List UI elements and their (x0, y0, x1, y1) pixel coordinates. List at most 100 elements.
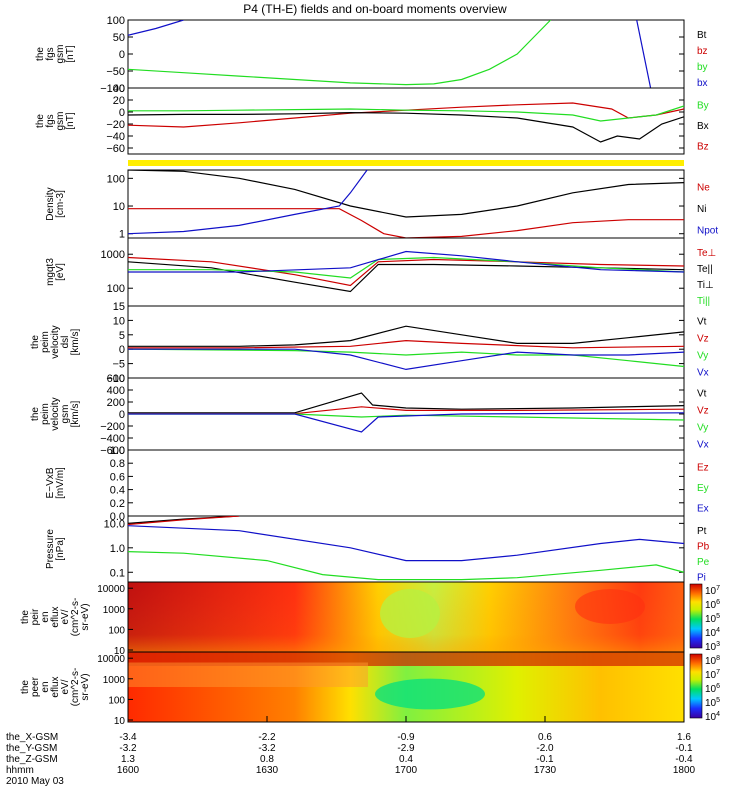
axis-row-label-the_Y-GSM: the_Y-GSM (6, 743, 57, 754)
panel-1-y-tick-label: 100 (107, 15, 125, 27)
panel-10-colorbar-label: 104 (705, 711, 720, 723)
panel-10-ylabel-line: eflux (50, 676, 61, 697)
axis-row-value-the_Z-GSM: 0.4 (399, 754, 413, 765)
axis-row-value-the_Z-GSM: 0.8 (260, 754, 274, 765)
panel-3-y-tick-label: 1 (119, 229, 125, 241)
axis-row-value-the_X-GSM: 0.6 (538, 732, 552, 743)
panel-1-y-tick-label: −50 (106, 66, 125, 78)
panel-7-legend-2: Ex (697, 504, 709, 515)
panel-5-legend-1: Vz (697, 334, 709, 345)
panel-2-y-tick-label: −40 (106, 131, 125, 143)
panel-7-ylabel-line: E−VxB (45, 467, 56, 498)
panel-9-ylabel-line: (cm^2-s- (70, 598, 81, 637)
panel-8-frame (127, 515, 685, 583)
panel-10-colorbar-label: 107 (705, 669, 720, 681)
axis-row-value-the_Z-GSM: 1.3 (121, 754, 135, 765)
panel-5-y-tick-label: 10 (113, 315, 125, 327)
panel-3-legend-0: Ne (697, 183, 710, 194)
panel-9-ylabel-line: peir (30, 608, 41, 625)
panel-3-ylabel-line: [cm-3] (55, 190, 66, 218)
axis-row-value-hhmm: 1800 (673, 765, 696, 776)
panel-8-y-tick-label: 10.0 (104, 518, 125, 530)
panel-9-ylabel-line: the (20, 610, 31, 624)
axis-row-value-the_X-GSM: -2.2 (258, 732, 276, 743)
panel-7-y-tick-label: 0.8 (110, 458, 125, 470)
panel-7-ylabel-line: [mV/m] (55, 467, 66, 499)
panel-2-y-tick-label: 0 (119, 107, 125, 119)
panel-6-y-tick-label: 0 (119, 409, 125, 421)
panel-3-frame (127, 169, 685, 239)
panel-10-y-tick-label: 10 (114, 716, 126, 727)
panel-6-ylabel-line: [km/s] (70, 400, 81, 427)
panel-5-ylabel-line: velocity (50, 325, 61, 358)
axis-row-value-the_Z-GSM: -0.4 (675, 754, 693, 765)
axis-row-value-hhmm: 1700 (395, 765, 418, 776)
panel-4-y-tick-label: 1000 (101, 249, 125, 261)
panel-3-y-tick-label: 10 (113, 201, 125, 213)
panel-3-legend-1: Ni (697, 204, 706, 215)
panel-2-ylabel-line: gsm (55, 112, 66, 131)
panel-8-series-green-3 (128, 551, 684, 581)
panel-2-frame (127, 87, 685, 155)
panel-6-y-tick-label: 200 (107, 397, 125, 409)
panel-6-ylabel-line: the (30, 407, 41, 421)
panel-4-legend-0: Te⊥ (697, 248, 716, 259)
panel-2-series-black-1 (128, 111, 684, 143)
panel-4-ylabel-line: mgqt3 (45, 258, 56, 286)
axis-row-value-the_X-GSM: 1.6 (677, 732, 691, 743)
panel-8-y-tick-label: 0.1 (110, 567, 125, 579)
panel-3-ylabel-line: Density (45, 187, 56, 220)
axis-row-value-hhmm: 1630 (256, 765, 279, 776)
panel-5-y-tick-label: 15 (113, 301, 125, 313)
panel-5-legend-0: Vt (697, 317, 707, 328)
panel-7-legend-0: Ez (697, 462, 709, 473)
axis-row-value-the_Z-GSM: -0.1 (536, 754, 554, 765)
yellow-status-bar (128, 160, 684, 166)
panel-2-y-tick-label: 20 (113, 95, 125, 107)
panel-10-ylabel-line: sr-eV) (80, 673, 91, 700)
axis-row-label-the_X-GSM: the_X-GSM (6, 732, 58, 743)
panel-7-y-tick-label: 0.4 (110, 485, 125, 497)
panel-5-series-blue-3 (128, 348, 684, 371)
panel-1-ylabel-line: [nT] (65, 45, 76, 62)
panel-9-ylabel-line: en (40, 611, 51, 622)
panel-2-ylabel-line: the (35, 114, 46, 128)
panel-5-ylabel-line: the (30, 335, 41, 349)
panel-10-colorbar-label: 108 (705, 655, 720, 667)
panel-10-ylabel-line: en (40, 681, 51, 692)
panel-2-y-tick-label: −60 (106, 143, 125, 155)
panel-6-ylabel-line: gsm (60, 405, 71, 424)
figure-title: P4 (TH-E) fields and on-board moments ov… (243, 2, 507, 16)
panel-2-y-tick-label: −20 (106, 119, 125, 131)
panel-10-y-tick-label: 100 (108, 695, 125, 706)
panel-1-y-tick-label: −100 (100, 83, 125, 95)
panel-4-y-tick-label: 100 (107, 283, 125, 295)
panel-5-legend-2: Vy (697, 351, 708, 362)
panel-1-ylabel-line: the (35, 47, 46, 61)
axis-row-value-hhmm: 1600 (117, 765, 140, 776)
panel-2-legend-2: Bz (697, 142, 709, 153)
axis-row-value-the_Y-GSM: -0.1 (675, 743, 693, 754)
panel-6-legend-3: Vx (697, 440, 709, 451)
panel-2-ylabel-line: fgs (45, 114, 56, 127)
panel-8-ylabel-line: [nPa] (55, 537, 66, 561)
axis-row-value-the_Y-GSM: -2.0 (536, 743, 554, 754)
panel-9-y-tick-label: 100 (108, 625, 125, 636)
panel-6-y-tick-label: 400 (107, 385, 125, 397)
panel-4-legend-3: Ti|| (697, 296, 710, 307)
axis-row-label-hhmm: hhmm (6, 765, 34, 776)
panel-1-series-blue-2 (636, 20, 652, 88)
panel-9-spectrogram-feature (575, 589, 645, 624)
panel-5-y-tick-label: 0 (119, 344, 125, 356)
panel-10-spectrogram-feature (375, 678, 485, 710)
panel-10-colorbar-label: 105 (705, 697, 720, 709)
panel-5-ylabel-line: peim (40, 331, 51, 353)
panel-6-series-black-0 (128, 392, 684, 414)
panel-5-y-tick-label: −10 (106, 373, 125, 385)
panel-6-ylabel-line: peim (40, 403, 51, 425)
axis-row-label-the_Z-GSM: the_Z-GSM (6, 754, 58, 765)
panel-8-legend-0: Pt (697, 526, 707, 537)
panel-6-y-tick-label: −400 (100, 433, 125, 445)
panel-4-series-blue-3 (128, 250, 684, 273)
